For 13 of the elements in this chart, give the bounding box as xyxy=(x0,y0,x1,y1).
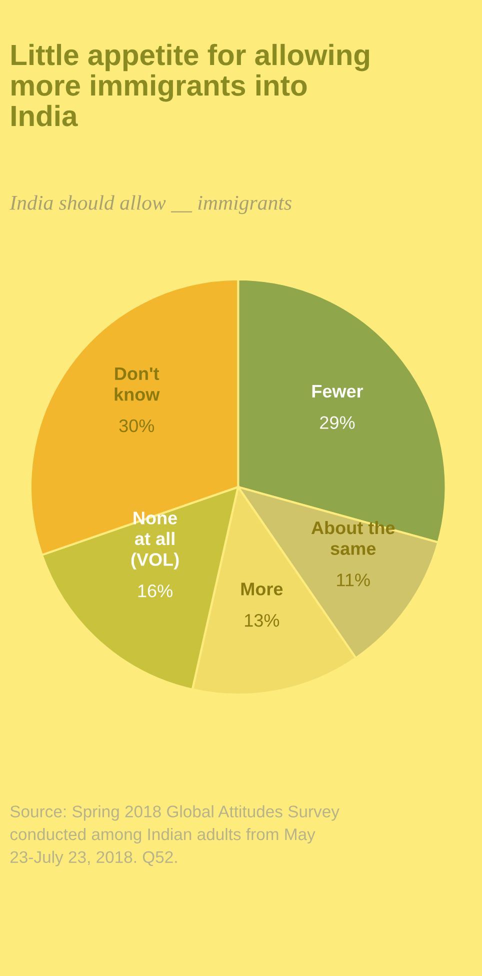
data-label: 29% xyxy=(320,416,355,429)
slice-label: About the same xyxy=(311,520,395,555)
source-note: Source: Spring 2018 Global Attitudes Survey conducted among Indian adults from May 23-July 23, 2018. Q52. xyxy=(10,805,340,866)
data-label: 11% xyxy=(337,574,370,586)
data-label: 16% xyxy=(138,584,172,598)
slice-label: Fewer xyxy=(312,385,364,398)
chart-title: Little appetite for allowing more immigrants into India xyxy=(12,44,370,126)
data-label: 13% xyxy=(244,614,280,627)
slice-label: None at all (VOL) xyxy=(131,512,179,570)
data-label: 30% xyxy=(119,419,154,432)
slice-label: More xyxy=(241,582,283,596)
chart-subtitle: India should allow __ immigrants xyxy=(10,195,292,214)
slice-label: Don't know xyxy=(114,367,160,401)
